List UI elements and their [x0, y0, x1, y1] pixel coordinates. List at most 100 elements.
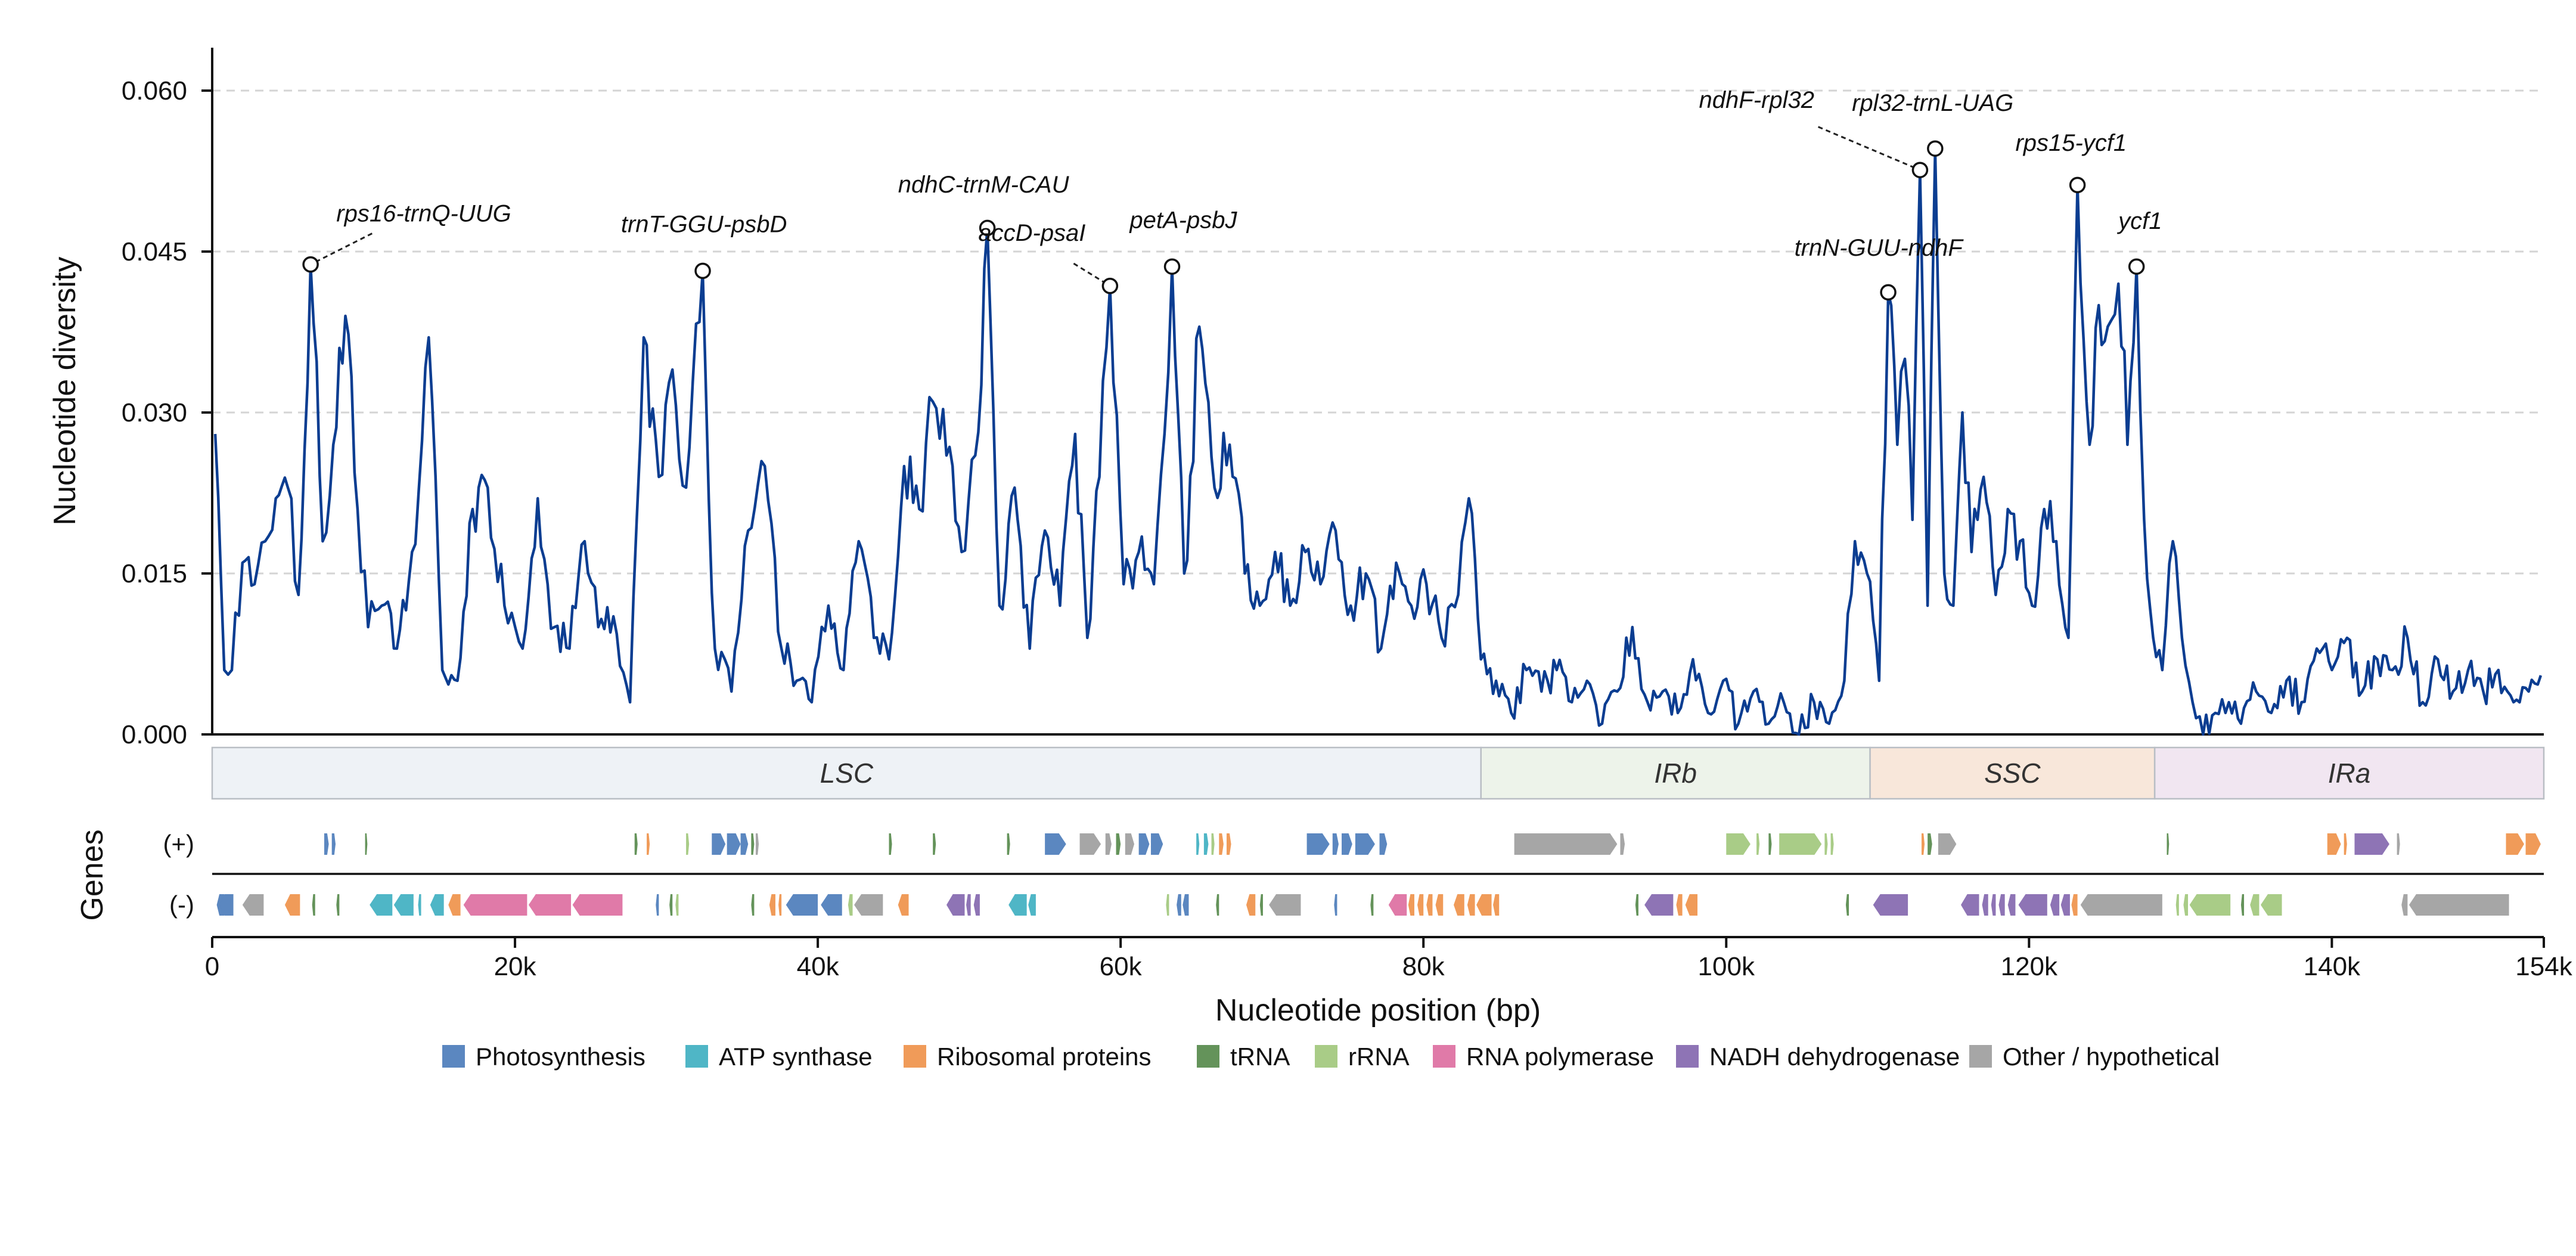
gene-feature — [889, 833, 892, 855]
gene-feature — [2250, 894, 2260, 916]
peak-leader — [310, 232, 373, 265]
x-tick-label: 20k — [494, 952, 537, 981]
gene-feature — [1211, 833, 1215, 855]
gene-feature — [1991, 894, 1996, 916]
diversity-series — [213, 147, 2543, 736]
peak-marker — [1880, 284, 1897, 301]
x-tick-label: 60k — [1100, 952, 1143, 981]
gene-feature — [712, 833, 726, 855]
gene-feature — [1408, 894, 1414, 916]
gene-feature — [821, 894, 842, 916]
gene-feature — [1476, 894, 1492, 916]
peak-marker — [1101, 277, 1119, 294]
gene-feature — [2344, 833, 2347, 855]
gene-feature — [1824, 833, 1828, 855]
region-irb — [1480, 746, 1871, 800]
peak-marker — [1927, 140, 1944, 157]
gene-feature — [769, 894, 775, 916]
gene-feature — [669, 894, 673, 916]
y-tick-label: 0.000 — [122, 720, 187, 749]
gene-feature — [219, 894, 234, 916]
gene-feature — [572, 894, 623, 916]
peak-marker — [1911, 162, 1929, 178]
gene-feature — [1116, 833, 1121, 855]
gene-feature — [751, 894, 755, 916]
gene-feature — [2409, 894, 2509, 916]
gene-feature — [2397, 833, 2400, 855]
gene-feature — [324, 833, 329, 855]
gene-feature — [1008, 894, 1027, 916]
peak-marker — [979, 219, 996, 237]
gene-feature — [2506, 833, 2524, 855]
gene-feature — [1467, 894, 1475, 916]
legend-swatch — [1969, 1045, 1992, 1068]
gene-feature — [1079, 833, 1101, 855]
x-tick-label: 40k — [797, 952, 840, 981]
gene-track — [212, 833, 2544, 916]
legend-swatch — [685, 1045, 708, 1068]
gene-feature — [2007, 894, 2016, 916]
gene-feature — [2183, 894, 2189, 916]
gene-feature — [1342, 833, 1352, 855]
gene-feature — [1007, 833, 1010, 855]
gene-feature — [312, 894, 315, 916]
gene-feature — [1138, 833, 1150, 855]
gene-feature — [675, 894, 679, 916]
gene-feature — [2060, 894, 2070, 916]
gene-feature — [1203, 833, 1209, 855]
gene-feature — [1756, 833, 1760, 855]
peak-marker — [2128, 258, 2145, 275]
minus-strand-label: (-) — [169, 891, 194, 919]
gene-feature — [1676, 894, 1683, 916]
gene-feature — [365, 833, 368, 855]
gene-feature — [778, 894, 782, 916]
gene-feature — [463, 894, 527, 916]
gene-feature — [1982, 894, 1988, 916]
region-label: IRb — [1654, 758, 1697, 789]
gene-feature — [740, 833, 749, 855]
y-tick-label: 0.045 — [122, 237, 187, 266]
peak-marker — [694, 262, 711, 280]
region-lsc — [211, 746, 1482, 800]
gene-feature — [2080, 894, 2162, 916]
gene-feature — [1028, 894, 1036, 916]
gene-feature — [1226, 833, 1231, 855]
y-tick-label: 0.060 — [122, 76, 187, 106]
legend-label: ATP synthase — [719, 1043, 873, 1071]
gene-feature — [786, 894, 818, 916]
gene-feature — [946, 894, 965, 916]
legend: Photosynthesis ATP synthase Ribosomal prot… — [442, 1043, 2220, 1071]
x-tick-label: 0 — [205, 952, 219, 981]
gene-feature — [284, 894, 300, 916]
gene-feature — [1177, 894, 1181, 916]
gene-feature — [1216, 894, 1219, 916]
diversity-line — [213, 147, 2543, 736]
gridlines — [212, 89, 2544, 575]
gene-feature — [1166, 894, 1169, 916]
legend-label: RNA polymerase — [1466, 1043, 1654, 1071]
x-tick-label: 120k — [2001, 952, 2058, 981]
region-label: LSC — [820, 758, 874, 789]
gene-feature — [370, 894, 393, 916]
gene-feature — [1435, 894, 1444, 916]
gene-feature — [2018, 894, 2047, 916]
peak-label: rpl32-trnL-UAG — [1852, 90, 2013, 116]
gene-feature — [1779, 833, 1822, 855]
legend-swatch — [1197, 1045, 1219, 1068]
gene-feature — [528, 894, 572, 916]
peak-annotations: rps16-trnQ-UUG trnT-GGU-psbD ndhC-trnM-CAU… — [302, 87, 2162, 301]
gene-feature — [1620, 833, 1625, 855]
gene-feature — [727, 833, 741, 855]
gene-feature — [1045, 833, 1066, 855]
gene-feature — [1961, 894, 1979, 916]
gene-feature — [448, 894, 461, 916]
gene-feature — [966, 894, 971, 916]
gene-feature — [1921, 833, 1925, 855]
gene-feature — [1998, 894, 2005, 916]
gene-feature — [1334, 894, 1337, 916]
gene-feature — [1514, 833, 1618, 855]
gene-feature — [418, 894, 421, 916]
gene-feature — [2189, 894, 2231, 916]
gene-feature — [1388, 894, 1407, 916]
